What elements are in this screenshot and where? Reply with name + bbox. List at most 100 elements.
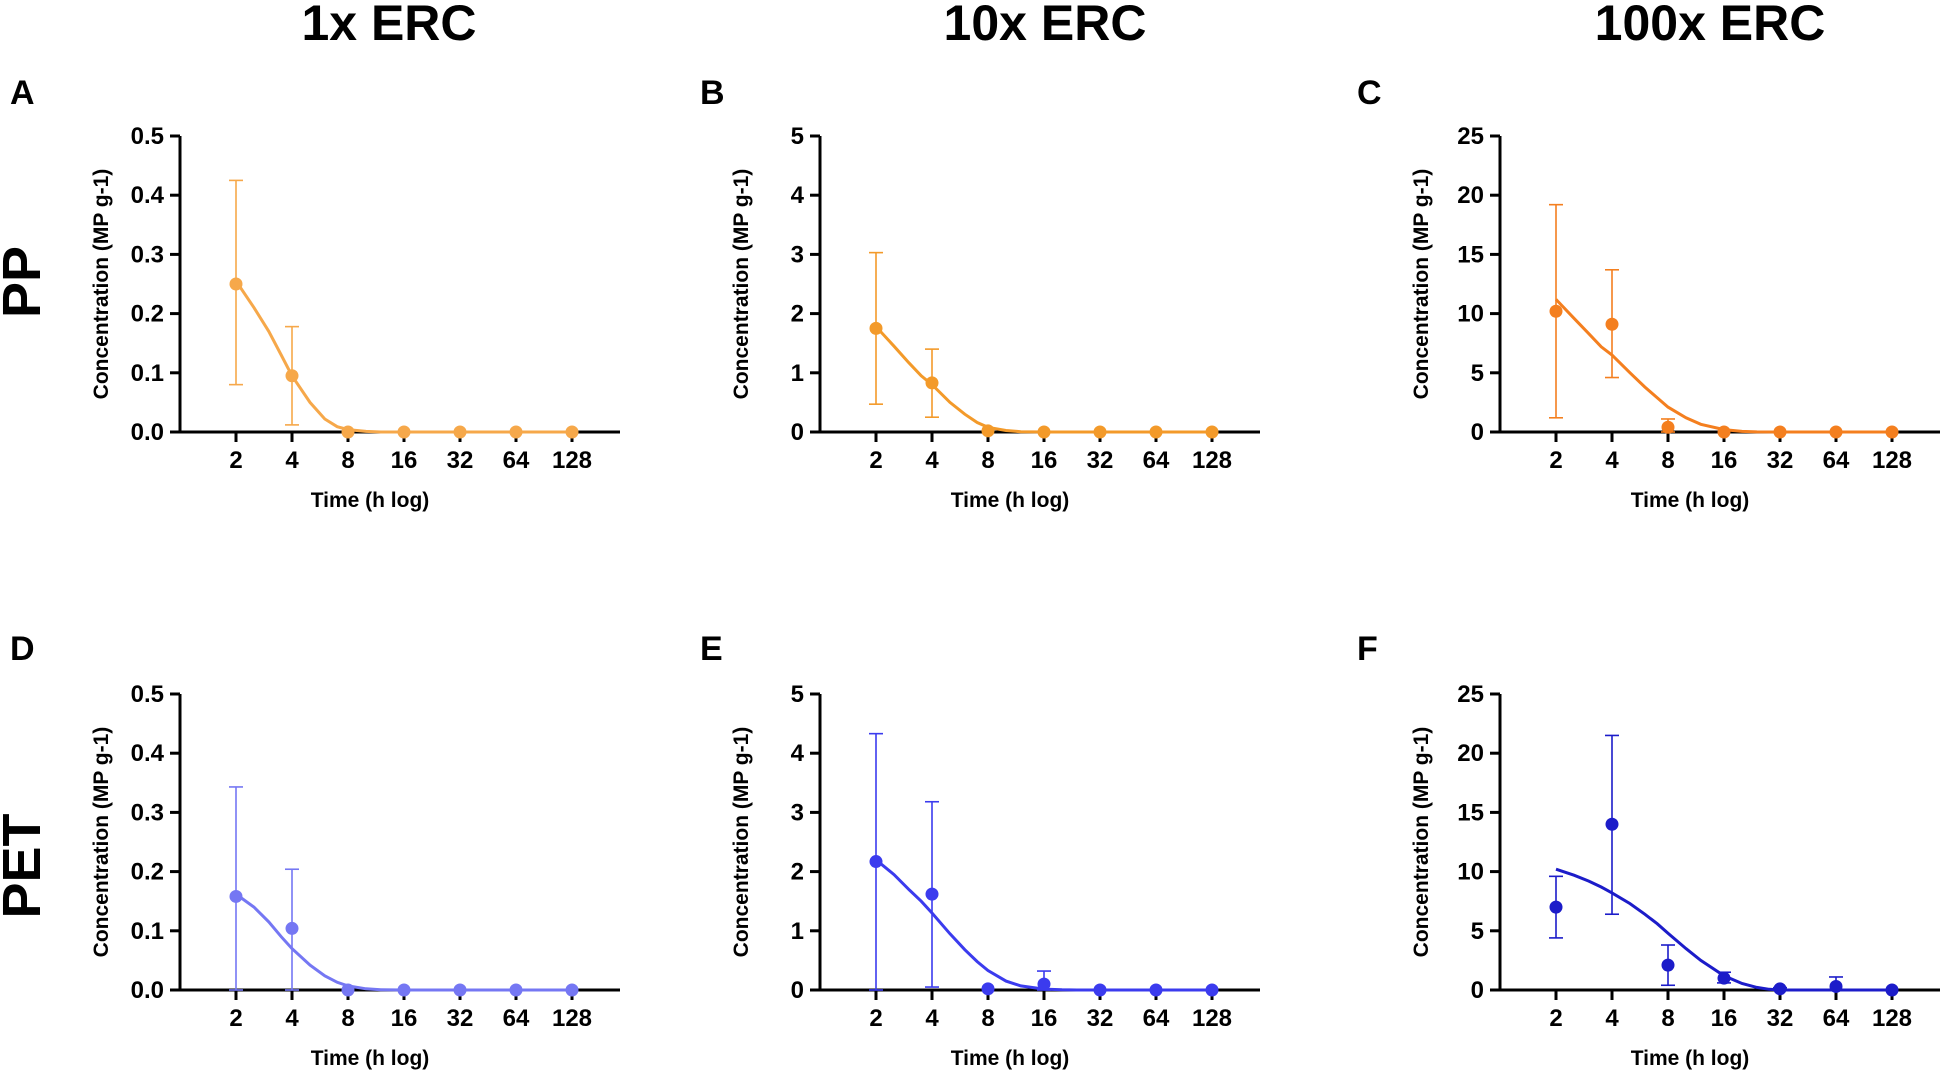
data-point-a-4 [453, 425, 467, 439]
data-point-a-3 [397, 425, 411, 439]
x-tick-label-d-2: 8 [341, 1005, 354, 1032]
x-tick-label-e-6: 128 [1192, 1005, 1232, 1032]
data-point-a-0 [229, 277, 243, 291]
data-point-b-3 [1037, 425, 1051, 439]
x-tick-label-f-5: 64 [1823, 1005, 1850, 1032]
x-tick-label-b-3: 16 [1031, 447, 1058, 474]
data-point-f-5 [1829, 979, 1843, 993]
x-tick-label-b-2: 8 [981, 447, 994, 474]
y-tick-label-b-4: 4 [791, 182, 805, 209]
fit-curve-c [1554, 298, 1892, 434]
data-point-b-4 [1093, 425, 1107, 439]
y-tick-label-b-5: 5 [791, 123, 804, 150]
data-point-e-2 [981, 982, 995, 996]
x-tick-label-c-3: 16 [1711, 447, 1738, 474]
y-tick-label-d-5: 0.5 [131, 681, 164, 708]
y-tick-label-a-5: 0.5 [131, 123, 164, 150]
x-tick-label-e-3: 16 [1031, 1005, 1058, 1032]
y-tick-label-a-0: 0.0 [131, 419, 164, 446]
x-tick-label-e-4: 32 [1087, 1005, 1114, 1032]
row-title-pp: PP [0, 246, 52, 318]
panel-letter-b: B [700, 74, 725, 112]
x-tick-label-e-5: 64 [1143, 1005, 1170, 1032]
data-point-b-1 [925, 376, 939, 390]
data-point-f-4 [1773, 982, 1787, 996]
data-point-c-4 [1773, 425, 1787, 439]
x-axis-label-c: Time (h log) [1631, 489, 1750, 512]
y-tick-label-c-2: 10 [1457, 301, 1484, 328]
column-title-100x: 100x ERC [1595, 0, 1826, 51]
x-tick-label-a-6: 128 [552, 447, 592, 474]
y-axis-label-b: Concentration (MP g-1) [730, 169, 753, 400]
y-tick-label-c-3: 15 [1457, 241, 1484, 268]
data-point-e-1 [925, 887, 939, 901]
x-tick-label-f-3: 16 [1711, 1005, 1738, 1032]
y-tick-label-e-1: 1 [791, 918, 804, 945]
data-point-d-3 [397, 983, 411, 997]
data-point-c-6 [1885, 425, 1899, 439]
y-tick-label-f-1: 5 [1471, 918, 1484, 945]
data-point-b-0 [869, 321, 883, 335]
y-tick-label-c-0: 0 [1471, 419, 1484, 446]
y-tick-label-c-5: 25 [1457, 123, 1484, 150]
column-title-1x: 1x ERC [301, 0, 476, 51]
x-tick-label-b-6: 128 [1192, 447, 1232, 474]
x-tick-label-c-6: 128 [1872, 447, 1912, 474]
x-axis-label-a: Time (h log) [311, 489, 430, 512]
panel-a: A 0.0 0.1 0.2 0.3 0.4 0.5 2 4 8 16 32 64 128 Time (h l… [10, 74, 620, 512]
x-axis-label-b: Time (h log) [951, 489, 1070, 512]
row-title-pet: PET [0, 813, 52, 918]
fit-curve-a [234, 280, 572, 434]
data-point-d-0 [229, 889, 243, 903]
y-axis-label-c: Concentration (MP g-1) [1410, 169, 1433, 400]
x-tick-label-a-2: 8 [341, 447, 354, 474]
fit-curve-b [874, 325, 1212, 434]
y-tick-label-f-4: 20 [1457, 740, 1484, 767]
fit-curve-d [235, 892, 572, 992]
y-tick-label-e-0: 0 [791, 977, 804, 1004]
y-tick-label-f-2: 10 [1457, 859, 1484, 886]
y-tick-label-a-4: 0.4 [131, 182, 165, 209]
y-tick-label-e-4: 4 [791, 740, 805, 767]
data-point-e-3 [1037, 977, 1051, 991]
data-point-d-5 [509, 983, 523, 997]
panel-f: F 0 5 10 15 20 25 2 4 8 16 32 64 128 Time (h log) Conce… [1357, 630, 1940, 1070]
x-tick-label-a-3: 16 [391, 447, 418, 474]
y-tick-label-f-0: 0 [1471, 977, 1484, 1004]
y-tick-label-e-2: 2 [791, 859, 804, 886]
data-point-d-6 [565, 983, 579, 997]
x-tick-label-b-4: 32 [1087, 447, 1114, 474]
x-tick-label-c-5: 64 [1823, 447, 1850, 474]
data-point-c-3 [1717, 425, 1731, 439]
y-tick-label-e-5: 5 [791, 681, 804, 708]
x-tick-label-d-6: 128 [552, 1005, 592, 1032]
data-point-e-4 [1093, 983, 1107, 997]
panel-letter-d: D [10, 630, 35, 668]
panel-letter-f: F [1357, 630, 1378, 668]
data-point-c-2 [1661, 420, 1675, 434]
x-tick-label-f-0: 2 [1549, 1005, 1562, 1032]
panel-d: D 0.0 0.1 0.2 0.3 0.4 0.5 2 4 8 16 32 64 128 Time (h l… [10, 630, 620, 1070]
panel-c: C 0 5 10 15 20 25 2 4 8 16 32 64 128 Time (h log) Conce… [1357, 74, 1940, 512]
data-point-c-0 [1549, 304, 1563, 318]
y-tick-label-e-3: 3 [791, 799, 804, 826]
x-tick-label-d-5: 64 [503, 1005, 530, 1032]
data-point-b-5 [1149, 425, 1163, 439]
x-tick-label-d-3: 16 [391, 1005, 418, 1032]
data-point-f-0 [1549, 900, 1563, 914]
panel-letter-a: A [10, 74, 35, 112]
data-point-d-4 [453, 983, 467, 997]
column-title-10x: 10x ERC [944, 0, 1147, 51]
data-point-f-6 [1885, 983, 1899, 997]
x-axis-label-e: Time (h log) [951, 1047, 1070, 1070]
x-tick-label-b-5: 64 [1143, 447, 1170, 474]
y-tick-label-d-0: 0.0 [131, 977, 164, 1004]
fit-curve-e [875, 858, 1212, 992]
y-tick-label-f-5: 25 [1457, 681, 1484, 708]
x-tick-label-e-2: 8 [981, 1005, 994, 1032]
x-tick-label-c-4: 32 [1767, 447, 1794, 474]
y-axis-label-e: Concentration (MP g-1) [730, 727, 753, 958]
y-axis-label-a: Concentration (MP g-1) [90, 169, 113, 400]
data-point-a-5 [509, 425, 523, 439]
